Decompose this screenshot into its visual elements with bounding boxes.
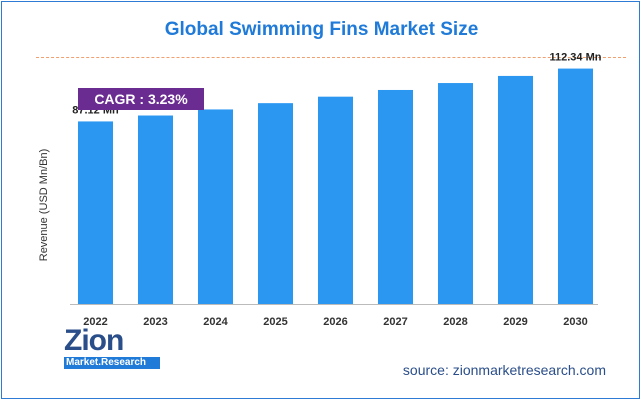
- x-tick-label: 2029: [503, 316, 527, 328]
- x-tick-label: 2030: [563, 316, 587, 328]
- bar-2023: [138, 115, 173, 304]
- bar-2022: [78, 121, 113, 304]
- logo-main: Zion: [64, 324, 124, 357]
- x-tick-label: 2025: [263, 316, 287, 328]
- logo-sub: Market.Research: [64, 357, 160, 369]
- zion-logo: Zion Market.Research: [62, 324, 160, 372]
- data-label: 112.34 Mn: [550, 52, 602, 64]
- x-tick-label: 2022: [83, 316, 107, 328]
- bar-2026: [318, 96, 353, 305]
- x-tick-label: 2027: [383, 316, 407, 328]
- x-tick-label: 2026: [323, 316, 347, 328]
- x-tick-label: 2023: [143, 316, 167, 328]
- chart-title: Global Swimming Fins Market Size: [164, 19, 479, 40]
- x-tick-label: 2024: [203, 316, 228, 328]
- source-text: source: zionmarketresearch.com: [402, 362, 606, 378]
- cagr-badge: CAGR : 3.23%: [78, 88, 204, 110]
- x-tick-label: 2028: [443, 316, 467, 328]
- bar-2030: [558, 68, 593, 304]
- bar-2025: [258, 103, 293, 304]
- title-divider: [36, 57, 626, 58]
- bar-2028: [438, 83, 473, 304]
- bar-2024: [198, 109, 233, 304]
- bar-2029: [498, 75, 533, 304]
- bar-2027: [378, 89, 413, 305]
